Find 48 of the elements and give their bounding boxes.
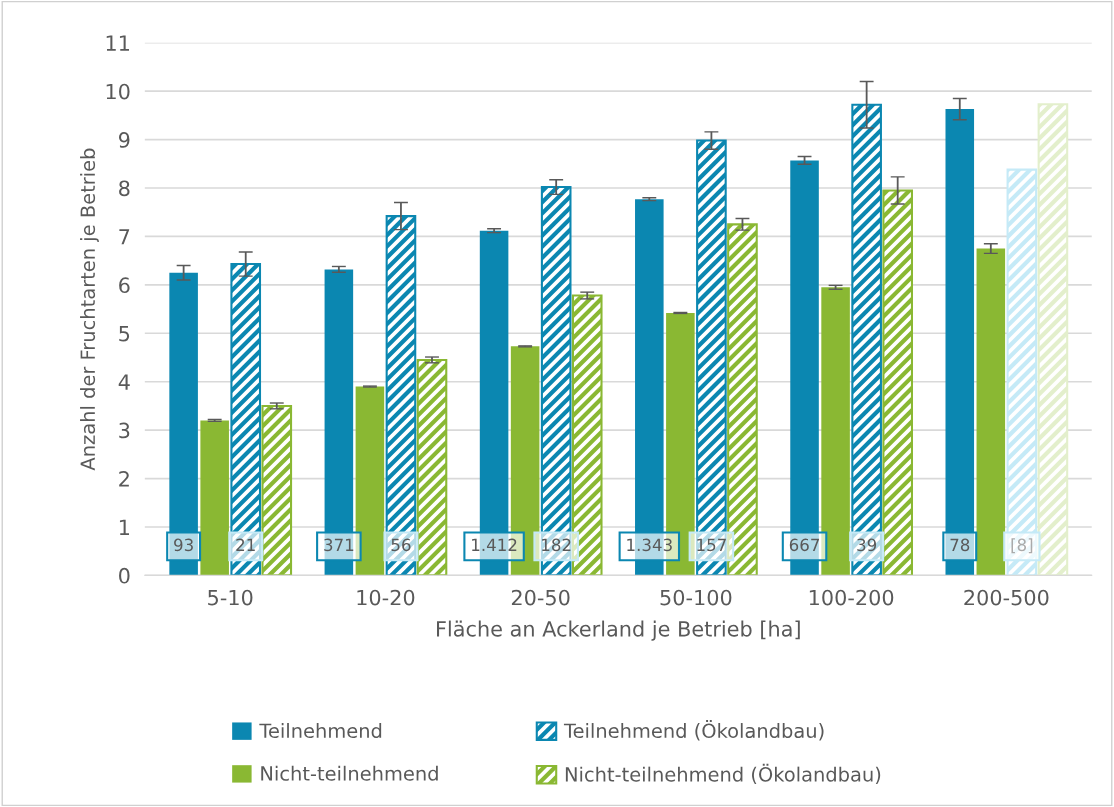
x-tick-label: 200-500 [964, 589, 1049, 606]
bar [976, 248, 1006, 576]
bar [882, 189, 913, 576]
bar [385, 215, 417, 576]
bar [1037, 103, 1069, 576]
annotation: 371 [324, 538, 354, 552]
y-axis-title: Anzahl der Fruchtarten je Betrieb [80, 148, 99, 471]
bar [261, 404, 293, 576]
x-tick-label: 100-200 [809, 589, 894, 606]
annotation: 1.343 [627, 538, 672, 552]
annotation: 1.412 [472, 538, 517, 551]
bar [571, 294, 603, 576]
x-tick-label: 50-100 [660, 589, 732, 606]
bar [200, 420, 229, 576]
annotation: 39 [857, 538, 877, 552]
x-tick-label: 20-50 [511, 589, 570, 606]
y-tick-label: 5 [119, 326, 130, 342]
annotation: 667 [789, 538, 820, 552]
annotation: 182 [542, 538, 571, 552]
y-tick-label: 8 [119, 180, 130, 197]
y-tick-label: 6 [119, 277, 130, 294]
legend-label: Nicht-teilnehmend [261, 765, 438, 781]
y-tick-label: 3 [119, 422, 130, 439]
bar [727, 223, 758, 576]
y-tick-label: 11 [106, 35, 130, 51]
y-tick-label: 10 [106, 83, 130, 100]
y-tick-label: 9 [118, 132, 130, 148]
bar [416, 358, 448, 576]
x-axis-title: Fläche an Ackerland je Betrieb [ha] [437, 620, 800, 641]
annotation: 157 [697, 538, 726, 552]
bar [821, 287, 850, 576]
annotation: 93 [174, 538, 193, 552]
x-tick-label: 5-10 [208, 589, 253, 606]
y-tick-label: 7 [119, 229, 130, 245]
legend-label: Teilnehmend [259, 723, 382, 739]
y-tick-label: 0 [119, 567, 130, 584]
bar [230, 263, 262, 576]
annotation: 78 [950, 538, 970, 552]
legend-label: Teilnehmend (Ökolandbau) [563, 720, 824, 741]
annotation: [8] [1011, 538, 1033, 554]
annotation: 21 [236, 538, 255, 551]
bar [355, 386, 385, 576]
legend-label: Nicht-teilnehmend (Ökolandbau) [565, 763, 881, 784]
annotation: 56 [391, 538, 411, 552]
y-tick-label: 1 [119, 519, 130, 535]
x-tick-label: 10-20 [357, 589, 415, 606]
y-tick-label: 2 [119, 471, 129, 487]
y-tick-label: 4 [118, 374, 130, 390]
